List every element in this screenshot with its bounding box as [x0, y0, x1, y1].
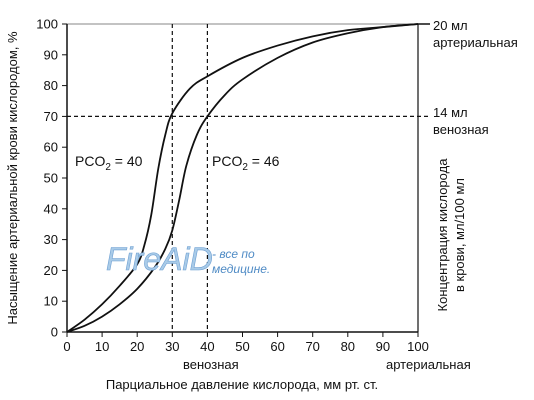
y-tick-label: 80 [44, 78, 58, 93]
annotation-venous-label: венозная [433, 122, 489, 137]
reference-lines [67, 23, 430, 332]
series-line-1 [66, 23, 419, 333]
series-label-pco2-40: PCO2 = 40 [75, 153, 143, 173]
y-axis-title-right-line1: Концентрация кислорода [435, 158, 450, 312]
x-axis-ticks: 0 10 20 30 40 50 60 70 80 90 100 [63, 332, 429, 354]
y-tick-label: 30 [44, 232, 58, 247]
series-curves [66, 23, 419, 333]
series-label-pco2-46-main: PCO [212, 153, 242, 169]
annotation-venous-volume: 14 мл [433, 105, 468, 120]
watermark-tagline-line2: медицине. [212, 262, 270, 276]
y-tick-label: 10 [44, 294, 58, 309]
y-axis-title-right-line2: в крови, мл/100 мл [452, 178, 467, 292]
annotation-bottom-arterial: артериальная [386, 357, 471, 372]
y-tick-label: 40 [44, 201, 58, 216]
annotation-bottom-venous: венозная [183, 357, 239, 372]
series-label-pco2-46: PCO2 = 46 [212, 153, 280, 173]
y-axis-title-left: Насыщение артериальной крови кислородом,… [5, 31, 20, 325]
series-label-pco2-40-main: PCO [75, 153, 105, 169]
y-tick-label: 0 [51, 325, 58, 340]
series-label-pco2-46-tail: = 46 [248, 153, 280, 169]
x-tick-label: 70 [305, 339, 319, 354]
series-label-pco2-40-tail: = 40 [111, 153, 143, 169]
x-tick-label: 90 [376, 339, 390, 354]
y-axis-ticks: 0 10 20 30 40 50 60 70 80 90 100 [36, 17, 67, 340]
y-tick-label: 20 [44, 263, 58, 278]
y-tick-label: 100 [36, 17, 58, 32]
watermark: FireAiD - все по медицине. [106, 241, 271, 278]
series-line-0 [66, 23, 419, 333]
y-tick-label: 90 [44, 47, 58, 62]
y-tick-label: 60 [44, 140, 58, 155]
watermark-logo: FireAiD [106, 241, 213, 277]
x-tick-label: 80 [341, 339, 355, 354]
x-tick-label: 40 [200, 339, 214, 354]
watermark-tagline-line1: - все по [212, 247, 255, 261]
annotation-arterial-label: артериальная [433, 35, 518, 50]
annotation-arterial-volume: 20 мл [433, 18, 468, 33]
x-tick-label: 30 [165, 339, 179, 354]
x-tick-label: 60 [270, 339, 284, 354]
x-tick-label: 50 [235, 339, 249, 354]
series-label-pco2-40-sub: 2 [105, 162, 111, 173]
x-tick-label: 20 [130, 339, 144, 354]
x-axis-title: Парциальное давление кислорода, мм рт. с… [106, 377, 378, 392]
x-tick-label: 100 [407, 339, 429, 354]
y-tick-label: 70 [44, 109, 58, 124]
series-label-pco2-46-sub: 2 [242, 162, 248, 173]
x-tick-label: 0 [63, 339, 70, 354]
x-tick-label: 10 [95, 339, 109, 354]
y-tick-label: 50 [44, 171, 58, 186]
